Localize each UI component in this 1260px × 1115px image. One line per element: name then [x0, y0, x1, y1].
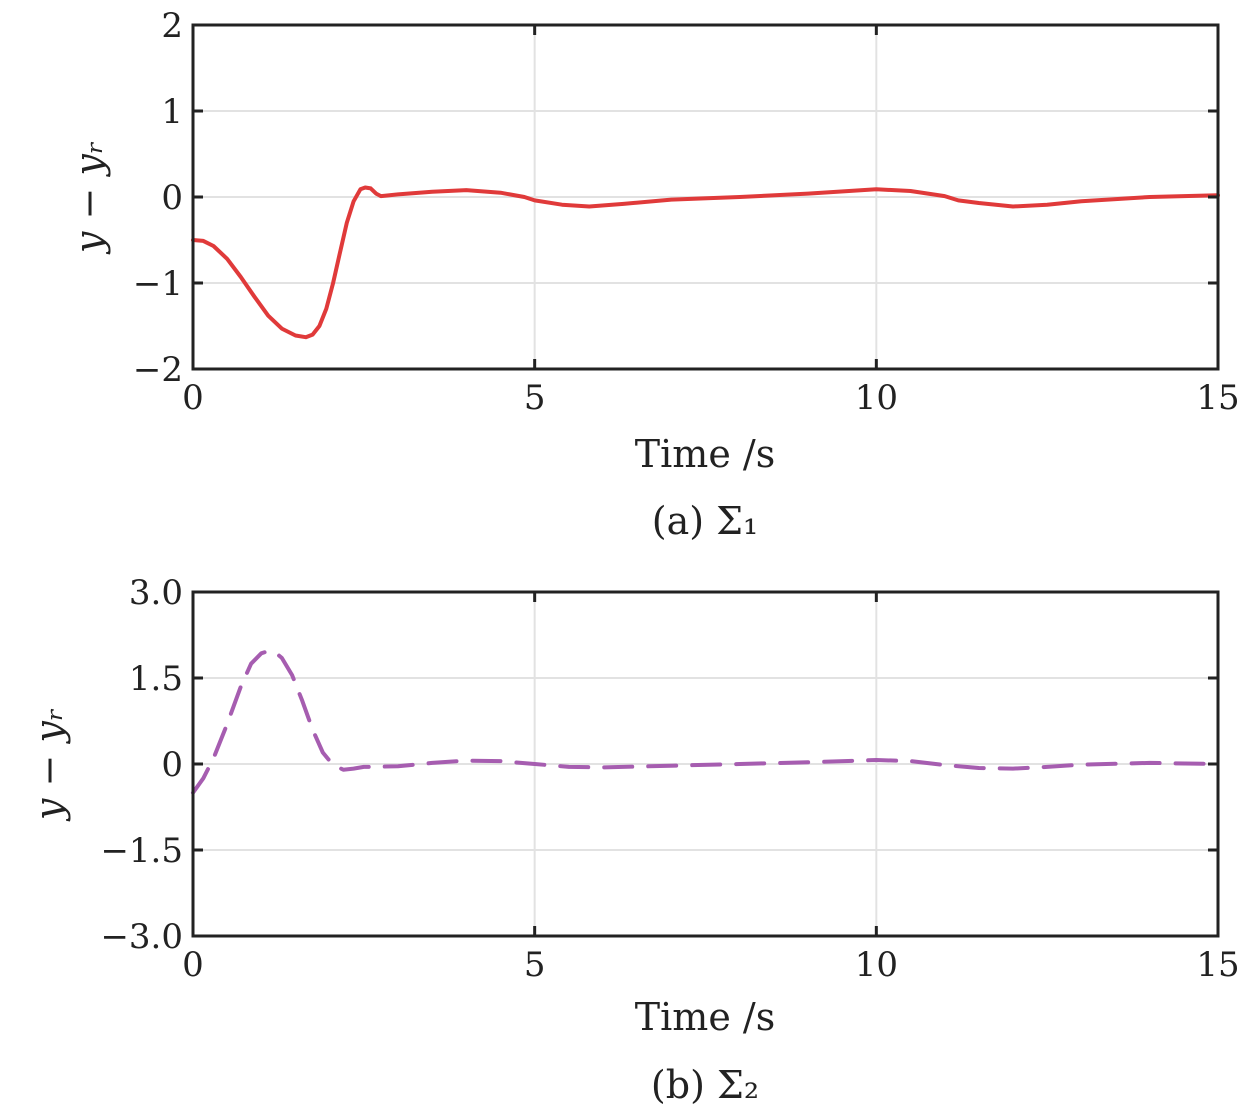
- y-tick-label: −3.0: [100, 917, 183, 957]
- x-axis-label: Time /s: [635, 995, 775, 1039]
- chart-caption: (a) Σ₁: [652, 499, 759, 543]
- y-tick-label: −2: [133, 350, 183, 390]
- series-line: [191, 649, 1220, 795]
- x-tick-label: 15: [1196, 378, 1239, 418]
- y-tick-label: −1: [133, 264, 183, 304]
- y-tick-label: 2: [161, 6, 183, 46]
- x-tick-label: 0: [182, 378, 204, 418]
- series-layer: [191, 185, 1220, 340]
- x-tick-label: 5: [524, 378, 546, 418]
- x-tick-label: 10: [855, 945, 898, 985]
- x-tick-label: 10: [855, 378, 898, 418]
- x-axis-label: Time /s: [635, 432, 775, 476]
- chart-panel-b: 0 5 10 15 3.0 1.5 0 −1.5 −3.0 Time /s y − yᵣ (b)…: [27, 573, 1240, 1107]
- series-line: [191, 185, 1220, 340]
- ticks: 0 5 10 15 3.0 1.5 0 −1.5 −3.0: [100, 573, 1239, 985]
- y-tick-label: 3.0: [129, 573, 183, 613]
- y-axis-label: y − yᵣ: [27, 708, 71, 822]
- x-tick-label: 15: [1196, 945, 1239, 985]
- y-tick-label: 1: [161, 92, 183, 132]
- y-tick-label: 0: [161, 178, 183, 218]
- x-tick-label: 5: [524, 945, 546, 985]
- y-tick-label: 0: [161, 745, 183, 785]
- y-tick-label: 1.5: [129, 659, 183, 699]
- series-layer: [191, 649, 1220, 795]
- chart-caption: (b) Σ₂: [651, 1063, 759, 1107]
- y-tick-label: −1.5: [100, 831, 183, 871]
- y-axis-label: y − yᵣ: [67, 141, 111, 255]
- gridlines: [193, 592, 1218, 936]
- x-tick-label: 0: [182, 945, 204, 985]
